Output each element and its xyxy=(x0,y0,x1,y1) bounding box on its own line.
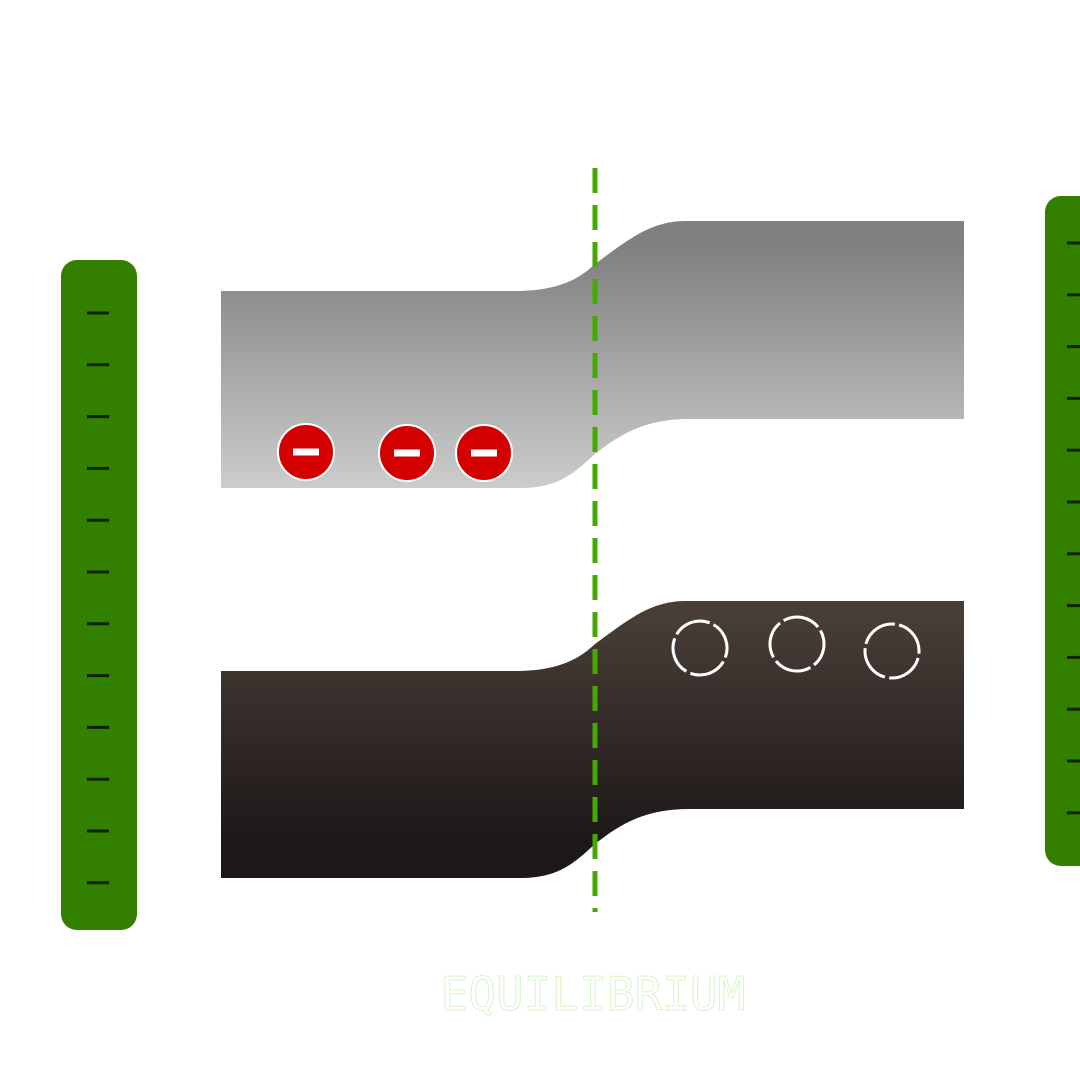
holes xyxy=(671,615,921,680)
diagram-title: EQUILIBRIUM xyxy=(441,967,746,1021)
dashed-circle-icon xyxy=(768,615,826,673)
dashed-circle-icon xyxy=(671,619,729,677)
dashed-circle-icon xyxy=(863,622,921,680)
electrons xyxy=(277,423,513,482)
minus-circle-icon xyxy=(277,423,335,481)
minus-circle-icon xyxy=(378,424,436,482)
left-electrode xyxy=(61,260,137,930)
minus-circle-icon xyxy=(455,424,513,482)
right-electrode-ticks xyxy=(1067,241,1080,815)
right-electrode xyxy=(1045,196,1080,866)
left-electrode-ticks xyxy=(87,311,109,885)
